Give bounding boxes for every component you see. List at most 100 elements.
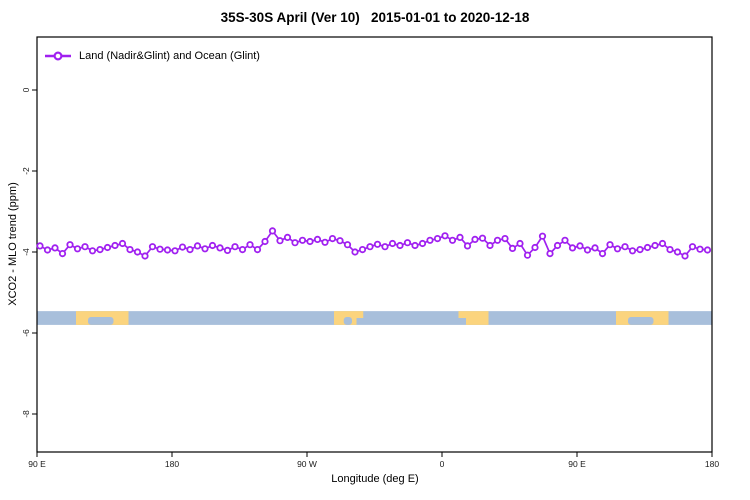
land-segment <box>356 311 364 319</box>
data-point <box>118 239 127 248</box>
svg-text:0: 0 <box>21 87 31 92</box>
data-point <box>36 242 44 250</box>
land-segment <box>458 311 466 319</box>
data-point <box>508 244 517 252</box>
data-point <box>171 247 179 255</box>
data-point <box>568 244 577 252</box>
data-point <box>261 237 269 246</box>
data-point <box>126 246 134 254</box>
data-point <box>546 250 554 258</box>
svg-text:-6: -6 <box>21 329 31 337</box>
chart-title: 35S-30S April (Ver 10) 2015-01-01 to 202… <box>220 10 530 25</box>
data-point <box>343 241 352 249</box>
data-point <box>193 242 202 250</box>
data-point <box>268 227 277 235</box>
data-point <box>643 243 652 252</box>
data-point <box>433 235 442 243</box>
data-point <box>253 246 262 254</box>
data-point <box>66 241 74 249</box>
data-point <box>418 239 427 248</box>
data-point <box>606 241 614 249</box>
legend-line-marker-icon <box>45 51 71 61</box>
data-point <box>148 243 157 251</box>
data-point <box>598 250 607 258</box>
svg-text:90 E: 90 E <box>28 459 46 469</box>
data-point <box>111 241 119 250</box>
data-point <box>703 246 712 254</box>
data-point <box>658 239 667 248</box>
data-point <box>583 246 592 254</box>
data-point <box>313 235 322 243</box>
svg-text:-8: -8 <box>21 410 31 418</box>
x-axis-ticks: 90 E 180 90 W 0 90 E 180 <box>28 452 719 469</box>
data-point <box>51 244 59 252</box>
data-point <box>613 245 622 253</box>
data-point <box>576 242 584 250</box>
data-point <box>208 241 217 250</box>
data-point <box>516 239 524 248</box>
data-point <box>441 232 449 240</box>
data-point <box>628 247 637 255</box>
svg-text:90 E: 90 E <box>568 459 586 469</box>
x-axis-title: Longitude (deg E) <box>331 473 419 485</box>
data-point <box>321 238 329 246</box>
data-point <box>306 237 314 246</box>
data-point <box>396 241 404 250</box>
data-point <box>133 248 142 256</box>
data-point <box>471 235 479 243</box>
data-point <box>561 236 569 244</box>
ocean-notch <box>343 317 352 325</box>
data-point <box>636 246 644 254</box>
svg-text:180: 180 <box>705 459 719 469</box>
data-point <box>553 241 562 250</box>
data-point <box>276 237 284 245</box>
y-axis-title: XCO2 - MLO trend (ppm) <box>7 182 19 306</box>
data-point <box>501 235 509 243</box>
data-point <box>523 251 532 259</box>
series-markers <box>36 227 712 260</box>
land-segment <box>466 311 489 325</box>
svg-text:-4: -4 <box>21 248 31 256</box>
data-point <box>358 246 367 254</box>
data-point <box>681 252 689 260</box>
data-point <box>373 240 382 248</box>
data-point <box>651 241 659 250</box>
data-point <box>43 246 52 254</box>
y-axis-ticks: 0 -2 -4 -6 -8 <box>21 87 37 418</box>
svg-text:180: 180 <box>165 459 179 469</box>
data-point <box>696 245 704 253</box>
data-point <box>666 246 674 254</box>
ocean-notch <box>88 317 114 325</box>
data-point <box>621 243 629 251</box>
data-point <box>366 243 374 251</box>
data-point <box>291 239 299 247</box>
legend: Land (Nadir&Glint) and Ocean (Glint) <box>44 48 260 64</box>
data-point <box>478 234 487 242</box>
land-ocean-band <box>37 311 712 325</box>
data-point <box>381 243 389 251</box>
data-point <box>201 245 209 253</box>
data-point <box>103 243 112 252</box>
data-point <box>448 236 457 244</box>
data-point <box>328 235 337 243</box>
data-point <box>223 246 232 254</box>
data-point <box>298 236 307 244</box>
legend-label: Land (Nadir&Glint) and Ocean (Glint) <box>79 50 260 62</box>
data-point <box>238 246 247 254</box>
data-point <box>426 236 434 244</box>
data-point <box>531 243 539 252</box>
data-point <box>336 237 344 245</box>
svg-text:90 W: 90 W <box>297 459 317 469</box>
data-point <box>463 242 472 250</box>
data-point <box>96 246 104 254</box>
data-point <box>538 232 547 240</box>
svg-text:-2: -2 <box>21 167 31 175</box>
ocean-notch <box>628 317 654 325</box>
data-point <box>246 241 254 249</box>
data-point <box>186 246 194 254</box>
data-point <box>178 243 187 251</box>
data-point <box>493 236 502 244</box>
data-point <box>81 243 89 251</box>
data-point <box>486 241 494 250</box>
